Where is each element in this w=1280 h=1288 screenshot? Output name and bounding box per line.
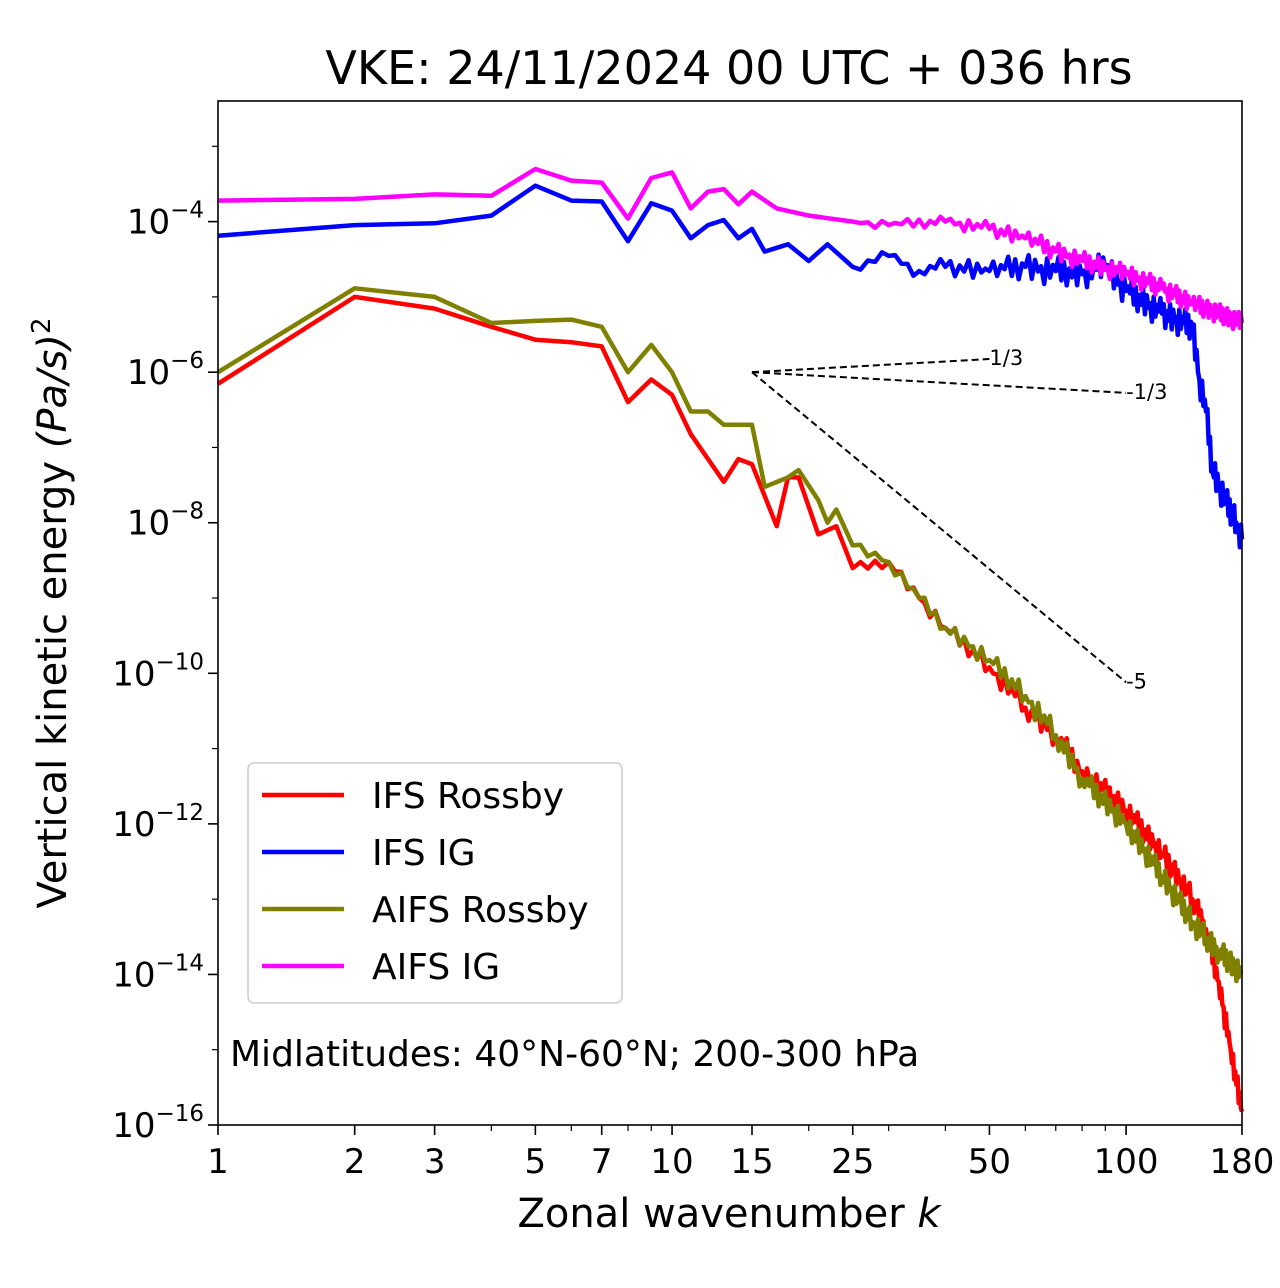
slope-label-1-3: 1/3 — [989, 346, 1023, 370]
x-tick-label-25: 25 — [831, 1142, 874, 1182]
y-tick-label: 10−14 — [112, 950, 204, 995]
slope-label-1-3: -1/3 — [1126, 380, 1167, 404]
x-tick-label-100: 100 — [1094, 1142, 1159, 1182]
x-tick-label-180: 180 — [1210, 1142, 1275, 1182]
y-tick-label: 10−8 — [127, 499, 204, 544]
x-tick-label-7: 7 — [591, 1142, 613, 1182]
slope-line-1-3 — [751, 358, 990, 374]
slope-line-1-3 — [751, 371, 1127, 394]
legend-label-aifs-rossby: AIFS Rossby — [372, 890, 589, 931]
slope-label-5: -5 — [1126, 669, 1147, 693]
plot-frame — [217, 100, 1243, 1126]
x-tick-label-10: 10 — [650, 1142, 693, 1182]
legend-box — [247, 762, 623, 1004]
y-tick-label: 10−16 — [112, 1101, 204, 1146]
y-tick-label: 10−10 — [112, 649, 204, 694]
x-tick-label-2: 2 — [344, 1142, 366, 1182]
series-line-aifs-rossby — [216, 286, 1244, 984]
y-axis-label: Vertical kinetic energy (Pa/s)2 — [27, 318, 76, 909]
region-annotation: Midlatitudes: 40°N-60°N; 200-300 hPa — [230, 1034, 919, 1075]
legend-label-aifs-ig: AIFS IG — [372, 947, 500, 988]
legend-label-ifs-ig: IFS IG — [372, 833, 476, 874]
slope-line-5 — [751, 371, 1127, 684]
series-layer — [216, 166, 1245, 1113]
reference-slopes: 1/3 -1/3 -5 — [751, 346, 1167, 693]
y-tick-label: 10−6 — [127, 348, 204, 393]
y-tick-label: 10−12 — [112, 800, 204, 845]
legend: IFS Rossby IFS IG AIFS Rossby AIFS IG — [247, 762, 623, 1004]
x-tick-label-3: 3 — [424, 1142, 446, 1182]
axis-ticks: 1 2 3 5 7 10 15 25 50 100 180 10−4 10−6 10−8 10−10 10−1… — [112, 145, 1275, 1182]
x-tick-label-15: 15 — [730, 1142, 773, 1182]
x-tick-label-5: 5 — [525, 1142, 547, 1182]
legend-label-ifs-rossby: IFS Rossby — [372, 776, 564, 817]
series-line-aifs-ig — [217, 166, 1245, 332]
series-line-ifs-ig — [217, 183, 1245, 550]
y-tick-label: 10−4 — [127, 198, 204, 243]
x-tick-label-50: 50 — [968, 1142, 1011, 1182]
x-axis-label: Zonal wavenumber k — [517, 1191, 942, 1237]
chart-title: VKE: 24/11/2024 00 UTC + 036 hrs — [325, 41, 1132, 95]
x-tick-label-1: 1 — [207, 1142, 229, 1182]
